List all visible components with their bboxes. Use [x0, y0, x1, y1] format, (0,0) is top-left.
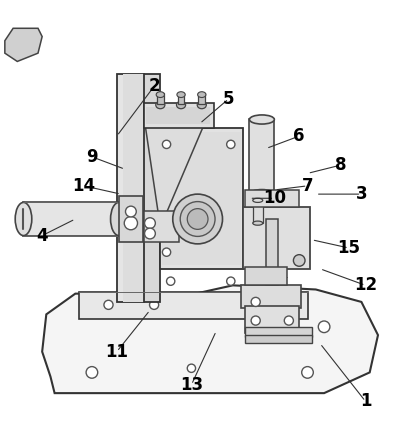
- Text: 6: 6: [293, 127, 305, 145]
- Bar: [79, 292, 307, 318]
- Circle shape: [126, 206, 136, 217]
- Text: 12: 12: [354, 276, 377, 294]
- Ellipse shape: [253, 198, 263, 202]
- Text: 9: 9: [86, 148, 98, 166]
- Polygon shape: [0, 0, 129, 80]
- Circle shape: [166, 277, 175, 285]
- Text: 11: 11: [105, 343, 128, 360]
- Text: 7: 7: [302, 177, 313, 195]
- Circle shape: [149, 300, 158, 309]
- Bar: [253, 200, 263, 223]
- Ellipse shape: [198, 92, 206, 98]
- Bar: [157, 93, 163, 104]
- Bar: [250, 120, 274, 194]
- Bar: [123, 74, 144, 302]
- Ellipse shape: [156, 92, 164, 98]
- Ellipse shape: [250, 190, 274, 199]
- Circle shape: [284, 316, 293, 325]
- Text: 1: 1: [360, 392, 371, 410]
- Circle shape: [251, 316, 260, 325]
- Ellipse shape: [177, 92, 185, 98]
- Bar: [245, 327, 312, 337]
- Text: 3: 3: [356, 185, 367, 203]
- Bar: [241, 285, 301, 308]
- Bar: [144, 211, 179, 242]
- Polygon shape: [42, 285, 378, 393]
- Bar: [245, 335, 312, 343]
- Circle shape: [187, 364, 196, 372]
- Text: 8: 8: [335, 156, 347, 174]
- Bar: [178, 93, 184, 104]
- Bar: [117, 74, 144, 302]
- Polygon shape: [5, 28, 42, 61]
- Circle shape: [124, 216, 138, 230]
- Circle shape: [187, 208, 208, 230]
- Circle shape: [162, 140, 171, 148]
- Ellipse shape: [111, 202, 127, 236]
- Bar: [245, 306, 299, 333]
- Bar: [23, 202, 119, 236]
- Bar: [198, 93, 205, 104]
- Text: 2: 2: [148, 78, 160, 95]
- Bar: [245, 190, 299, 207]
- Ellipse shape: [176, 101, 186, 109]
- Ellipse shape: [156, 101, 165, 109]
- Text: 10: 10: [263, 189, 286, 207]
- Circle shape: [293, 254, 305, 266]
- Circle shape: [162, 248, 171, 256]
- Bar: [144, 74, 160, 302]
- Ellipse shape: [250, 115, 274, 124]
- Circle shape: [318, 321, 330, 332]
- Bar: [243, 207, 310, 269]
- Ellipse shape: [15, 202, 32, 236]
- Circle shape: [251, 297, 260, 307]
- Bar: [245, 267, 287, 285]
- Bar: [160, 128, 243, 269]
- Bar: [162, 132, 241, 265]
- Circle shape: [227, 140, 235, 148]
- Ellipse shape: [197, 101, 206, 109]
- Circle shape: [227, 277, 235, 285]
- Text: 13: 13: [180, 376, 203, 394]
- Bar: [266, 219, 278, 285]
- Circle shape: [173, 194, 223, 244]
- Text: 4: 4: [36, 226, 48, 244]
- Circle shape: [104, 300, 113, 309]
- Circle shape: [302, 367, 313, 378]
- Text: 15: 15: [337, 239, 361, 257]
- Circle shape: [145, 228, 155, 239]
- Bar: [119, 196, 143, 242]
- Text: 14: 14: [72, 177, 95, 195]
- Polygon shape: [144, 115, 208, 227]
- Ellipse shape: [253, 221, 263, 225]
- Circle shape: [86, 367, 98, 378]
- Circle shape: [145, 218, 155, 229]
- Text: 5: 5: [223, 90, 235, 108]
- Bar: [146, 107, 210, 124]
- Circle shape: [180, 201, 215, 237]
- Bar: [144, 103, 214, 128]
